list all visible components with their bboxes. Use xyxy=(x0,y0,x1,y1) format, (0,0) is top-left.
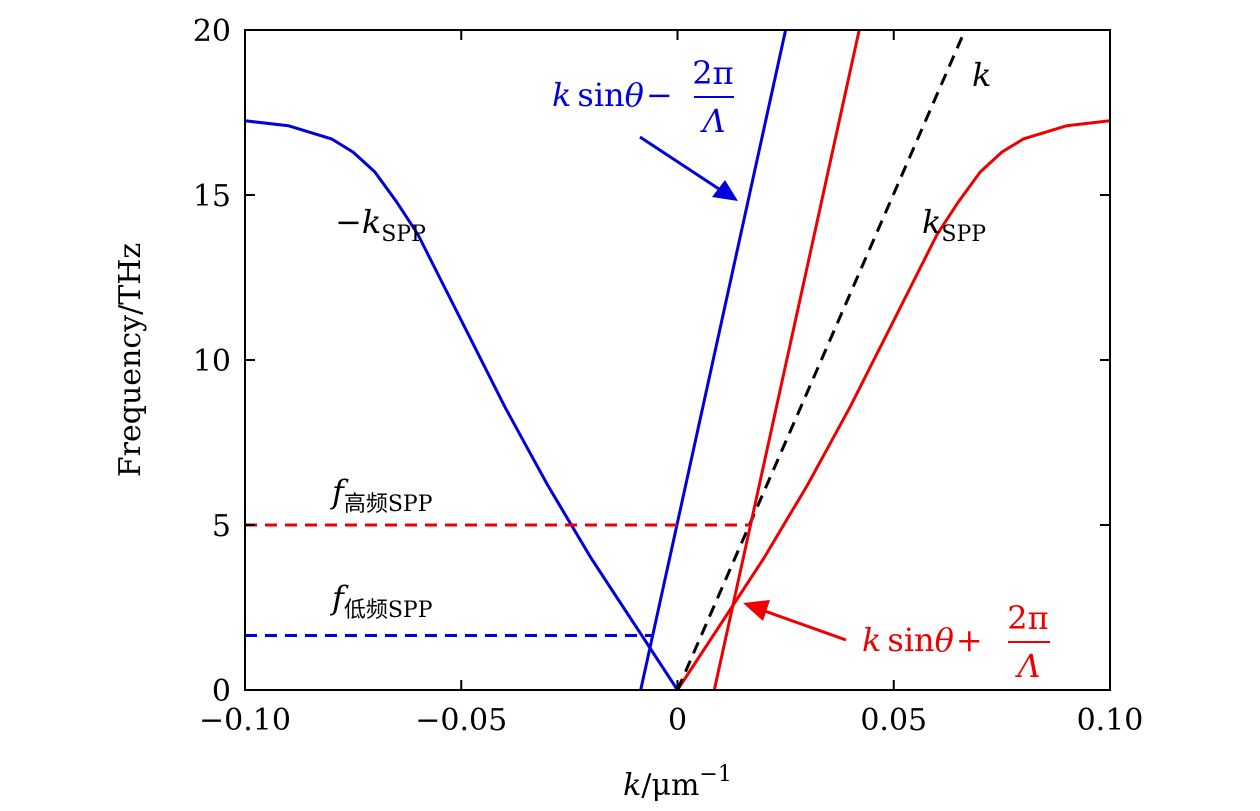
plot-frame xyxy=(244,29,1111,691)
y-tick-label: 0 xyxy=(212,674,231,709)
annotation-ksin-minus: k sinθ− 2π Λ xyxy=(552,54,734,140)
x-axis-label-sep: / xyxy=(641,768,652,803)
tick-layer: −0.10 −0.05 0 0.05 0.10 0 5 10 15 20 xyxy=(193,14,1144,738)
x-axis-label-var: k xyxy=(623,768,641,803)
series-neg-kspp xyxy=(245,119,679,690)
annotation-ksin-minus-func: sin xyxy=(577,76,624,114)
y-axis-label: Frequency/THz xyxy=(113,243,148,477)
annotation-neg-kspp-sub: SPP xyxy=(381,222,426,247)
arrow-ksin-plus xyxy=(743,600,847,642)
series-ksin-minus xyxy=(639,30,788,690)
annotation-ksin-minus-var: k xyxy=(552,76,571,114)
y-tick-label: 10 xyxy=(193,344,231,379)
annotation-k: k xyxy=(972,56,991,94)
x-tick-label: −0.10 xyxy=(199,703,291,738)
annotation-f-low: f低频SPP xyxy=(330,579,433,623)
x-tick-label: 0.05 xyxy=(860,703,927,738)
annotation-f-high-sub: 高频SPP xyxy=(344,492,433,517)
annotation-ksin-plus-fraction-bar xyxy=(1008,641,1050,643)
x-tick-label: 0 xyxy=(668,703,687,738)
annotation-ksin-plus-theta: θ xyxy=(935,621,954,659)
annotation-ksin-plus: k sinθ+ 2π Λ xyxy=(862,599,1050,685)
annotation-ksin-plus-op: + xyxy=(956,621,983,659)
annotation-ksin-minus-num: 2π xyxy=(692,54,733,92)
series-layer xyxy=(245,30,1110,690)
annotation-f-high: f高频SPP xyxy=(330,473,433,517)
annotation-neg-kspp-var: k xyxy=(362,203,381,241)
arrow-ksin-minus xyxy=(639,135,738,201)
annotation-neg-kspp: −kSPP xyxy=(335,203,426,247)
annotation-ksin-plus-den: Λ xyxy=(1014,647,1040,685)
x-axis-label-unit: μm xyxy=(651,768,699,803)
annotation-ksin-plus-num: 2π xyxy=(1007,599,1048,637)
x-axis-label: k/μm−1 xyxy=(623,762,732,803)
annotation-ksin-plus-var: k xyxy=(862,621,881,659)
annotation-ksin-minus-den: Λ xyxy=(699,102,725,140)
annotation-neg-kspp-minus: − xyxy=(335,203,362,241)
y-tick-label: 20 xyxy=(193,14,231,49)
annotation-f-low-sub: 低频SPP xyxy=(344,598,433,623)
y-tick-label: 15 xyxy=(193,179,231,214)
x-axis-label-exp: −1 xyxy=(699,762,731,787)
annotation-ksin-minus-theta: θ xyxy=(625,76,644,114)
x-tick-label: −0.05 xyxy=(415,703,507,738)
annotation-kspp: kSPP xyxy=(922,203,986,247)
x-tick-label: 0.10 xyxy=(1077,703,1144,738)
annotation-kspp-sub: SPP xyxy=(941,222,986,247)
annotation-ksin-plus-func: sin xyxy=(887,621,934,659)
annotation-ksin-minus-fraction-bar xyxy=(694,96,734,98)
annotation-kspp-var: k xyxy=(922,203,941,241)
y-tick-label: 5 xyxy=(212,509,231,544)
annotation-ksin-minus-op: − xyxy=(646,76,673,114)
series-kspp xyxy=(676,119,1110,690)
series-ksin-plus xyxy=(712,30,861,690)
